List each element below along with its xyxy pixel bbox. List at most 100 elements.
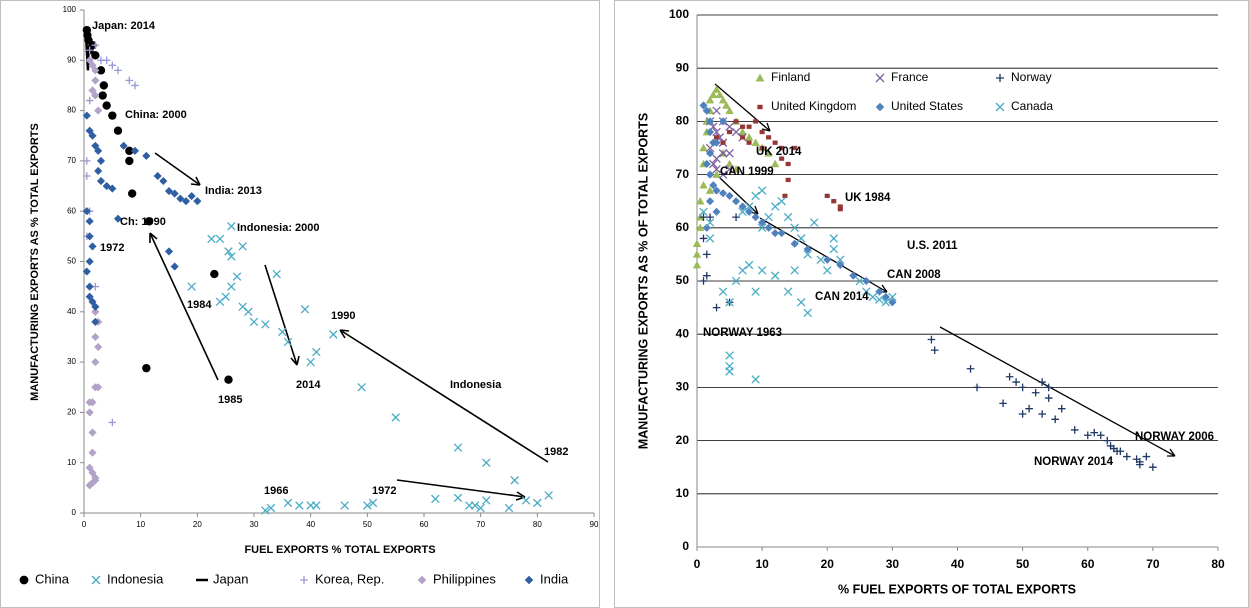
data-point	[1136, 460, 1144, 469]
y-tick-label: 100	[63, 5, 77, 14]
data-point	[744, 202, 754, 211]
data-point	[712, 303, 721, 312]
data-point	[94, 166, 103, 176]
annotation: China: 2000	[125, 109, 187, 121]
data-point	[82, 207, 91, 216]
data-point	[699, 234, 708, 243]
y-tick-label: 100	[669, 7, 689, 21]
data-point	[85, 282, 94, 291]
legend-marker	[996, 74, 1004, 82]
annotation: CAN 2014	[815, 291, 869, 303]
data-point	[1038, 410, 1046, 418]
data-point	[164, 247, 174, 256]
x-tick-label: 70	[476, 520, 485, 529]
data-point	[718, 189, 728, 198]
data-point	[533, 498, 542, 508]
data-point	[357, 382, 366, 392]
data-point	[770, 202, 780, 211]
data-point	[283, 498, 293, 508]
y-tick-label: 10	[676, 486, 690, 500]
x-tick-label: 10	[136, 520, 145, 529]
data-point	[98, 91, 107, 100]
data-point	[181, 196, 191, 206]
legend-label: Canada	[1011, 99, 1053, 113]
data-point	[1025, 404, 1033, 413]
data-point	[91, 332, 100, 342]
data-point	[504, 503, 514, 513]
data-point	[88, 398, 97, 407]
data-point	[544, 491, 553, 500]
data-point	[261, 320, 270, 329]
annotation: 1990	[331, 310, 355, 322]
data-point	[823, 255, 832, 264]
data-point	[782, 193, 788, 199]
data-point	[85, 408, 94, 417]
data-point	[888, 292, 897, 302]
data-point	[113, 214, 123, 223]
data-point	[227, 252, 236, 261]
legend-marker	[875, 102, 885, 112]
data-point	[470, 501, 480, 510]
data-point	[187, 191, 196, 201]
x-tick-label: 20	[821, 557, 835, 571]
data-point	[712, 170, 721, 178]
data-point	[164, 186, 174, 196]
annotation: NORWAY 2006	[1135, 431, 1214, 443]
data-point	[131, 81, 139, 90]
annotation: 1972	[372, 485, 396, 497]
data-point	[125, 156, 134, 166]
arrows	[149, 152, 549, 501]
data-point	[130, 146, 140, 155]
arrow	[149, 232, 219, 381]
data-point	[999, 399, 1007, 408]
data-point	[725, 106, 734, 115]
data-point	[102, 101, 111, 110]
data-point	[757, 186, 767, 195]
y-tick-label: 0	[72, 508, 77, 517]
data-point	[753, 119, 759, 124]
right-chart: 0 10 20 30 40 50 60 70 80 90 100 0 10 20 30 40 50 60 70 80%…	[614, 0, 1249, 608]
data-point	[283, 337, 293, 347]
data-point	[521, 496, 531, 505]
data-point	[790, 266, 799, 275]
data-point	[790, 223, 799, 233]
annotation: CAN 1999	[720, 166, 774, 178]
data-point	[705, 149, 715, 158]
data-point	[1149, 463, 1157, 471]
arrow	[714, 83, 771, 132]
arrow	[396, 479, 526, 501]
data-point	[822, 266, 832, 275]
arrow	[154, 152, 201, 186]
x-tick-label: 20	[193, 520, 202, 529]
data-point	[108, 184, 117, 193]
y-tick-label: 70	[67, 156, 76, 165]
data-point	[712, 85, 721, 93]
data-point	[725, 191, 734, 201]
data-point	[855, 276, 865, 286]
data-point	[725, 298, 734, 307]
data-point	[278, 327, 287, 337]
data-point	[709, 159, 718, 169]
y-axis-label: MANUFACTURING EXPORTS AS % TOTAL EXPORTS	[29, 123, 41, 401]
y-tick-label: 70	[676, 167, 690, 181]
annotation: Japan: 2014	[92, 20, 156, 32]
data-point	[1051, 415, 1059, 424]
data-point	[699, 207, 708, 217]
y-tick-label: 80	[676, 114, 690, 128]
data-point	[224, 247, 233, 256]
data-point	[170, 262, 179, 271]
data-point	[249, 317, 259, 327]
data-point	[482, 458, 491, 467]
data-point	[744, 260, 754, 270]
data-point	[176, 194, 185, 203]
data-point	[751, 138, 760, 146]
data-point	[779, 156, 785, 161]
y-tick-label: 50	[676, 273, 690, 287]
data-point	[705, 170, 715, 179]
arrow	[339, 329, 549, 463]
x-tick-label: 70	[1146, 557, 1160, 571]
legend-label: France	[891, 70, 929, 84]
data-point	[862, 276, 871, 286]
data-point	[746, 124, 752, 129]
annotation: 2014	[296, 379, 321, 391]
